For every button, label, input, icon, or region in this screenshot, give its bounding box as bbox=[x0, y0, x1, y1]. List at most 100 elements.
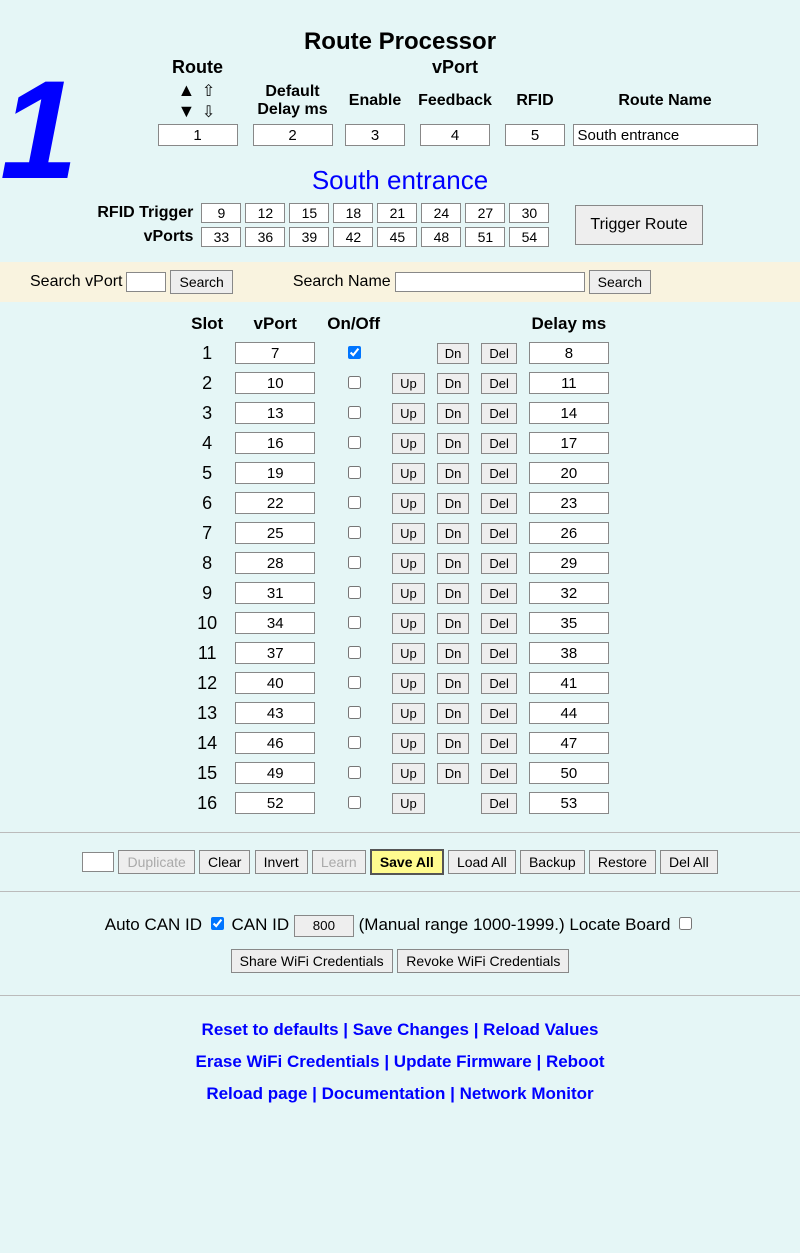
slot-up-button[interactable]: Up bbox=[392, 643, 425, 664]
slot-delay-input[interactable] bbox=[529, 792, 609, 814]
learn-button[interactable]: Learn bbox=[312, 850, 366, 874]
slot-vport-input[interactable] bbox=[235, 672, 315, 694]
slot-delay-input[interactable] bbox=[529, 342, 609, 364]
slot-up-button[interactable]: Up bbox=[392, 583, 425, 604]
footer-link[interactable]: Save Changes bbox=[353, 1020, 469, 1039]
route-down-solid-icon[interactable]: ▼ bbox=[177, 101, 195, 122]
slot-dn-button[interactable]: Dn bbox=[437, 703, 470, 724]
slot-vport-input[interactable] bbox=[235, 342, 315, 364]
del-all-button[interactable]: Del All bbox=[660, 850, 718, 874]
save-all-button[interactable]: Save All bbox=[370, 849, 444, 875]
slot-dn-button[interactable]: Dn bbox=[437, 673, 470, 694]
slot-del-button[interactable]: Del bbox=[481, 553, 517, 574]
rfid-vport-input[interactable] bbox=[333, 203, 373, 223]
slot-delay-input[interactable] bbox=[529, 582, 609, 604]
slot-up-button[interactable]: Up bbox=[392, 793, 425, 814]
slot-dn-button[interactable]: Dn bbox=[437, 373, 470, 394]
slot-vport-input[interactable] bbox=[235, 492, 315, 514]
slot-onoff-checkbox[interactable] bbox=[348, 736, 361, 749]
slot-delay-input[interactable] bbox=[529, 462, 609, 484]
slot-onoff-checkbox[interactable] bbox=[348, 616, 361, 629]
rfid-vport-input[interactable] bbox=[333, 227, 373, 247]
slot-delay-input[interactable] bbox=[529, 762, 609, 784]
route-name-input[interactable] bbox=[573, 124, 758, 146]
route-down-outline-icon[interactable]: ⇩ bbox=[200, 102, 218, 122]
slot-vport-input[interactable] bbox=[235, 552, 315, 574]
search-vport-input[interactable] bbox=[126, 272, 166, 292]
rfid-vport-input[interactable] bbox=[465, 227, 505, 247]
slot-onoff-checkbox[interactable] bbox=[348, 436, 361, 449]
slot-vport-input[interactable] bbox=[235, 402, 315, 424]
slot-onoff-checkbox[interactable] bbox=[348, 676, 361, 689]
slot-up-button[interactable]: Up bbox=[392, 493, 425, 514]
slot-delay-input[interactable] bbox=[529, 702, 609, 724]
slot-del-button[interactable]: Del bbox=[481, 583, 517, 604]
slot-up-button[interactable]: Up bbox=[392, 703, 425, 724]
slot-del-button[interactable]: Del bbox=[481, 523, 517, 544]
slot-del-button[interactable]: Del bbox=[481, 373, 517, 394]
slot-dn-button[interactable]: Dn bbox=[437, 493, 470, 514]
slot-up-button[interactable]: Up bbox=[392, 403, 425, 424]
slot-onoff-checkbox[interactable] bbox=[348, 586, 361, 599]
slot-del-button[interactable]: Del bbox=[481, 463, 517, 484]
slot-up-button[interactable]: Up bbox=[392, 673, 425, 694]
search-vport-button[interactable]: Search bbox=[170, 270, 232, 294]
slot-onoff-checkbox[interactable] bbox=[348, 796, 361, 809]
search-name-button[interactable]: Search bbox=[589, 270, 651, 294]
slot-onoff-checkbox[interactable] bbox=[348, 766, 361, 779]
slot-vport-input[interactable] bbox=[235, 792, 315, 814]
rfid-vport-input[interactable] bbox=[377, 203, 417, 223]
slot-del-button[interactable]: Del bbox=[481, 733, 517, 754]
footer-link[interactable]: Documentation bbox=[322, 1084, 446, 1103]
slot-del-button[interactable]: Del bbox=[481, 433, 517, 454]
slot-dn-button[interactable]: Dn bbox=[437, 763, 470, 784]
rfid-vport-input[interactable] bbox=[289, 203, 329, 223]
slot-onoff-checkbox[interactable] bbox=[348, 526, 361, 539]
rfid-vport-input[interactable] bbox=[509, 227, 549, 247]
trigger-route-button[interactable]: Trigger Route bbox=[575, 205, 702, 245]
slot-dn-button[interactable]: Dn bbox=[437, 343, 470, 364]
slot-onoff-checkbox[interactable] bbox=[348, 346, 361, 359]
rfid-vport-input[interactable] bbox=[201, 227, 241, 247]
slot-dn-button[interactable]: Dn bbox=[437, 613, 470, 634]
backup-button[interactable]: Backup bbox=[520, 850, 585, 874]
slot-up-button[interactable]: Up bbox=[392, 763, 425, 784]
slot-dn-button[interactable]: Dn bbox=[437, 433, 470, 454]
slot-onoff-checkbox[interactable] bbox=[348, 466, 361, 479]
slot-vport-input[interactable] bbox=[235, 642, 315, 664]
footer-link[interactable]: Reload page bbox=[206, 1084, 307, 1103]
rfid-vport-input[interactable] bbox=[377, 227, 417, 247]
slot-up-button[interactable]: Up bbox=[392, 613, 425, 634]
slot-delay-input[interactable] bbox=[529, 642, 609, 664]
footer-link[interactable]: Network Monitor bbox=[460, 1084, 594, 1103]
slot-dn-button[interactable]: Dn bbox=[437, 733, 470, 754]
rfid-vport-input[interactable] bbox=[465, 203, 505, 223]
footer-link[interactable]: Erase WiFi Credentials bbox=[196, 1052, 380, 1071]
slot-up-button[interactable]: Up bbox=[392, 433, 425, 454]
duplicate-button[interactable]: Duplicate bbox=[118, 850, 194, 874]
enable-input[interactable] bbox=[345, 124, 405, 146]
auto-can-checkbox[interactable] bbox=[211, 917, 224, 930]
slot-delay-input[interactable] bbox=[529, 522, 609, 544]
slot-del-button[interactable]: Del bbox=[481, 703, 517, 724]
slot-delay-input[interactable] bbox=[529, 672, 609, 694]
slot-vport-input[interactable] bbox=[235, 762, 315, 784]
slot-dn-button[interactable]: Dn bbox=[437, 403, 470, 424]
revoke-wifi-button[interactable]: Revoke WiFi Credentials bbox=[397, 949, 569, 973]
slot-del-button[interactable]: Del bbox=[481, 673, 517, 694]
slot-del-button[interactable]: Del bbox=[481, 643, 517, 664]
rfid-vport-input[interactable] bbox=[289, 227, 329, 247]
slot-dn-button[interactable]: Dn bbox=[437, 523, 470, 544]
slot-delay-input[interactable] bbox=[529, 432, 609, 454]
slot-del-button[interactable]: Del bbox=[481, 613, 517, 634]
slot-vport-input[interactable] bbox=[235, 462, 315, 484]
slot-up-button[interactable]: Up bbox=[392, 523, 425, 544]
slot-vport-input[interactable] bbox=[235, 432, 315, 454]
rfid-vport-input[interactable] bbox=[245, 227, 285, 247]
slot-delay-input[interactable] bbox=[529, 612, 609, 634]
slot-dn-button[interactable]: Dn bbox=[437, 463, 470, 484]
slot-delay-input[interactable] bbox=[529, 492, 609, 514]
load-all-button[interactable]: Load All bbox=[448, 850, 516, 874]
slot-onoff-checkbox[interactable] bbox=[348, 556, 361, 569]
slot-dn-button[interactable]: Dn bbox=[437, 553, 470, 574]
